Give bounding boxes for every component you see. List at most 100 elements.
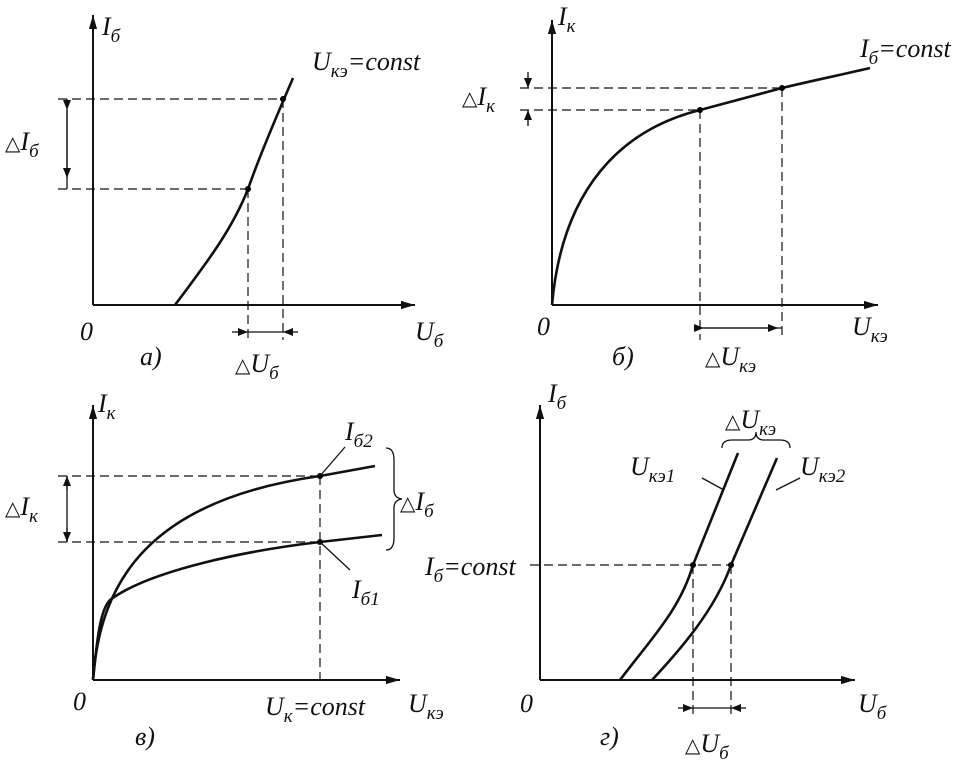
panel-d [530, 405, 855, 715]
label: Uкэ1 [630, 452, 675, 487]
label-sub: кэ [427, 703, 444, 724]
leader [319, 446, 351, 571]
label: Iк [97, 389, 117, 424]
label: △Iб [400, 487, 435, 522]
label-main: U [720, 342, 741, 371]
label-sub: кэ2 [819, 466, 846, 487]
label-sub: б [719, 743, 730, 760]
dash-lines [520, 87, 783, 340]
label-main: I [351, 575, 362, 604]
label-sub: к [29, 506, 39, 527]
label: △Uб [235, 349, 280, 384]
label-sub: б [434, 566, 445, 587]
brace [385, 447, 403, 551]
label-main: I [97, 389, 108, 418]
label-pre: △ [5, 133, 21, 155]
label-main: U [858, 689, 879, 718]
leader [701, 477, 801, 491]
panel-a [58, 15, 415, 340]
label-main: I [424, 552, 435, 581]
label-post: =const [293, 692, 366, 721]
label: △Iк [462, 82, 496, 117]
curve [651, 457, 779, 681]
label-main: I [19, 127, 30, 156]
point [728, 562, 734, 568]
label-main: I [19, 492, 30, 521]
label-sub: б [269, 363, 280, 384]
label-sub: б [869, 48, 880, 69]
label-pre: △ [462, 88, 478, 110]
point [690, 562, 696, 568]
caption: в) [135, 722, 155, 751]
caption: б) [612, 342, 634, 371]
label-sub: кэ [739, 356, 756, 377]
label-main: U [250, 349, 271, 378]
curve [91, 533, 383, 681]
label-pre: △ [5, 498, 21, 520]
label-sub: к [567, 16, 577, 37]
point [779, 85, 785, 91]
curve [550, 66, 871, 306]
label-post: =const [878, 34, 951, 63]
label-main: U [408, 689, 429, 718]
label-sub: б [29, 141, 40, 162]
label-main: I [547, 379, 558, 408]
label-main: U [312, 47, 333, 76]
label: △Uкэ [725, 405, 776, 440]
label: △Uкэ [705, 342, 756, 377]
label-sub: б [434, 331, 445, 352]
point [280, 96, 286, 102]
label-post: =const [443, 552, 516, 581]
label-main: U [700, 729, 721, 758]
dash-lines [58, 475, 321, 680]
label: Uб [415, 317, 445, 352]
label-sub: кэ [331, 61, 348, 82]
label-sub: кэ [759, 419, 776, 440]
label: Iб=const [859, 34, 951, 69]
label-main: I [101, 12, 112, 41]
label-sub: к [486, 96, 496, 117]
caption: а) [140, 342, 162, 371]
label-pre: △ [235, 355, 251, 377]
curve [91, 464, 376, 681]
label-main: U [740, 405, 761, 434]
label: △Iк [5, 492, 39, 527]
label: Iб [547, 379, 568, 414]
label-main: I [476, 82, 487, 111]
label-pre: △ [725, 411, 741, 433]
label-sub: б [424, 501, 435, 522]
label-pre: △ [400, 493, 416, 515]
label-pre: △ [685, 735, 701, 757]
curve [618, 452, 740, 681]
label-sub: к [107, 403, 117, 424]
dash-lines [58, 98, 284, 340]
label-sub: б [557, 393, 568, 414]
label-main: U [852, 312, 873, 341]
label-main: I [344, 417, 355, 446]
label-pre: △ [705, 348, 721, 370]
label-sub: к [284, 706, 294, 727]
label: Iб [101, 12, 122, 47]
label: Iк [557, 2, 577, 37]
label-sub: б [111, 26, 122, 47]
origin-label: 0 [73, 687, 86, 716]
label-sub: кэ1 [649, 466, 676, 487]
label: Uб [858, 689, 888, 724]
label: Uкэ=const [312, 47, 421, 82]
label-main: I [557, 2, 568, 31]
label: Uкэ [852, 312, 888, 347]
panel-b [520, 20, 878, 340]
caption: г) [600, 722, 619, 751]
label: Uкэ2 [800, 452, 846, 487]
label-sub: б1 [361, 589, 380, 610]
panel-c [58, 405, 403, 685]
origin-label: 0 [80, 317, 93, 346]
dash-lines [530, 564, 732, 715]
point [697, 107, 703, 113]
label: Iб2 [344, 417, 373, 452]
label-sub: б2 [354, 431, 374, 452]
label: △Uб [685, 729, 730, 760]
origin-label: 0 [537, 312, 550, 341]
label: Uкэ [408, 689, 444, 724]
label-main: U [265, 692, 286, 721]
